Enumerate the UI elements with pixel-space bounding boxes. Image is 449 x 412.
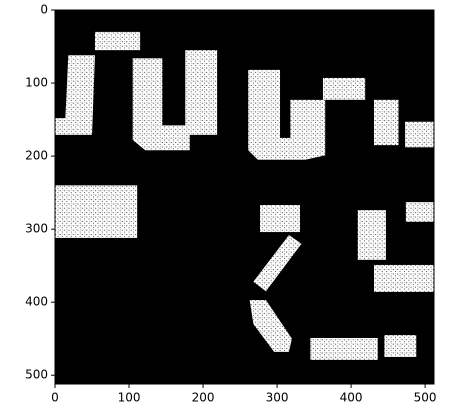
chart: 01002003004005000100200300400500 bbox=[0, 0, 449, 412]
y-tick-label: 300 bbox=[25, 222, 48, 236]
y-tick-label: 0 bbox=[40, 3, 48, 17]
x-tick-label: 0 bbox=[51, 391, 59, 405]
x-tick-label: 400 bbox=[340, 391, 363, 405]
blob bbox=[55, 185, 137, 238]
blob bbox=[374, 265, 434, 292]
x-tick-label: 500 bbox=[414, 391, 437, 405]
blob bbox=[406, 202, 434, 222]
x-tick-label: 300 bbox=[266, 391, 289, 405]
blob bbox=[358, 210, 386, 260]
y-tick-label: 100 bbox=[25, 76, 48, 90]
x-tick-label: 200 bbox=[192, 391, 215, 405]
blob bbox=[310, 338, 377, 360]
plot-area bbox=[55, 10, 434, 384]
y-tick-label: 500 bbox=[25, 368, 48, 382]
y-tick-label: 400 bbox=[25, 295, 48, 309]
x-tick-label: 100 bbox=[118, 391, 141, 405]
blob bbox=[384, 335, 416, 357]
blob bbox=[405, 122, 434, 148]
page: {"chart_data": {"type": "image", "xlim":… bbox=[0, 0, 449, 412]
blob bbox=[323, 78, 365, 100]
blob bbox=[260, 205, 300, 232]
y-tick-label: 200 bbox=[25, 149, 48, 163]
blob bbox=[374, 100, 398, 145]
blob bbox=[95, 32, 140, 50]
